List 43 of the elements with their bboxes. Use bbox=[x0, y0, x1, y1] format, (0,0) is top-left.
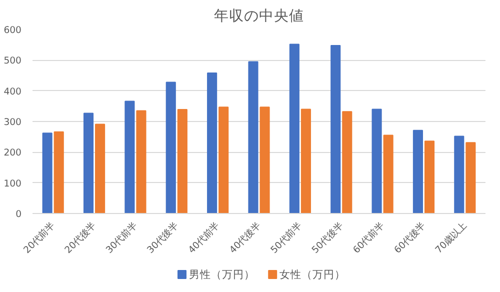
legend-label: 女性（万円） bbox=[279, 268, 346, 281]
x-tick-label: 40代前半 bbox=[186, 220, 222, 256]
bar bbox=[248, 61, 258, 214]
bar bbox=[330, 44, 341, 214]
bar bbox=[454, 136, 464, 214]
y-tick-label: 0 bbox=[16, 209, 22, 220]
bar bbox=[42, 132, 52, 214]
bar bbox=[207, 72, 218, 214]
legend-label: 男性（万円） bbox=[188, 268, 255, 281]
bar bbox=[342, 111, 352, 214]
x-tick-label: 60代後半 bbox=[392, 220, 428, 256]
x-tick-label: 30代前半 bbox=[104, 220, 140, 256]
x-tick-label: 30代後半 bbox=[145, 220, 181, 256]
y-tick-label: 400 bbox=[4, 86, 22, 98]
bar bbox=[124, 100, 135, 214]
bar bbox=[260, 106, 270, 214]
bar bbox=[95, 124, 106, 214]
bar bbox=[166, 82, 176, 214]
y-tick-label: 200 bbox=[4, 148, 22, 159]
bar bbox=[372, 108, 382, 214]
chart-title: 年収の中央値 bbox=[214, 8, 304, 24]
bar bbox=[54, 131, 64, 214]
x-tick-label: 40代後半 bbox=[228, 220, 263, 256]
x-tick-label: 20代後半 bbox=[62, 220, 98, 256]
bar bbox=[466, 142, 476, 214]
y-tick-label: 600 bbox=[4, 25, 22, 36]
y-tick-label: 100 bbox=[4, 178, 22, 190]
bar bbox=[83, 112, 94, 214]
x-tick-label: 50代後半 bbox=[310, 220, 346, 256]
bar bbox=[177, 109, 188, 214]
y-tick-label: 500 bbox=[4, 56, 22, 67]
y-tick-label: 300 bbox=[4, 117, 22, 128]
bar bbox=[300, 108, 311, 214]
x-tick-label: 60代前半 bbox=[351, 220, 386, 256]
x-tick-label: 50代前半 bbox=[268, 220, 304, 256]
bar bbox=[289, 44, 300, 214]
bar bbox=[218, 106, 229, 214]
x-tick-label: 70歳以上 bbox=[434, 220, 469, 256]
x-tick-label: 20代前半 bbox=[22, 220, 57, 256]
bar bbox=[424, 140, 435, 214]
bar bbox=[412, 130, 423, 214]
bar bbox=[383, 134, 394, 214]
bar bbox=[136, 110, 146, 214]
